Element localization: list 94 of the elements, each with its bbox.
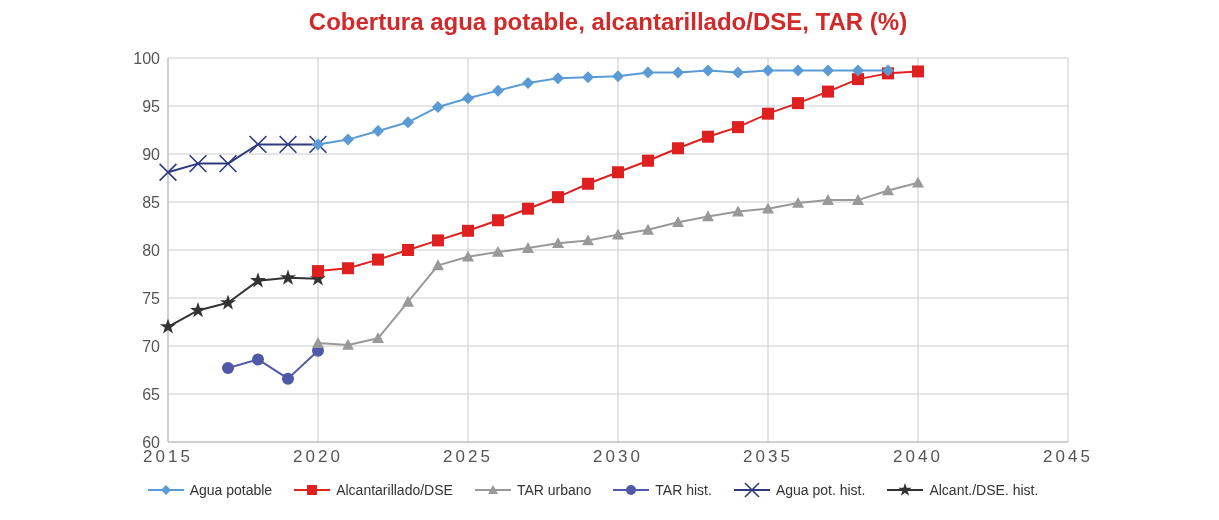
point	[522, 76, 534, 89]
y-tick-label: 70	[142, 337, 161, 355]
point	[222, 362, 234, 375]
legend-label: Agua potable	[189, 482, 273, 498]
point	[582, 234, 594, 246]
point	[612, 166, 624, 179]
point	[248, 135, 268, 154]
point	[522, 202, 534, 215]
point	[432, 234, 444, 247]
point	[702, 210, 714, 222]
point	[432, 259, 444, 271]
point	[280, 269, 296, 285]
point	[702, 130, 714, 143]
point	[250, 272, 266, 288]
point	[702, 64, 714, 77]
point	[672, 216, 684, 227]
point	[552, 191, 564, 204]
y-tick-label: 75	[142, 289, 161, 307]
point	[188, 154, 208, 173]
point	[732, 205, 744, 217]
point	[912, 176, 924, 188]
point	[762, 107, 774, 120]
point	[852, 194, 864, 205]
point	[342, 262, 354, 275]
point	[522, 242, 534, 253]
x-tick-label: 2025	[443, 447, 493, 467]
point	[852, 73, 864, 86]
point	[852, 64, 864, 77]
point	[282, 372, 294, 385]
point	[372, 253, 384, 266]
point	[642, 154, 654, 167]
point	[732, 66, 744, 79]
point	[402, 244, 414, 256]
point	[342, 133, 354, 146]
point	[552, 72, 564, 85]
point	[612, 70, 624, 83]
point	[492, 84, 504, 97]
point	[762, 64, 774, 77]
point	[432, 100, 444, 113]
point	[462, 92, 474, 105]
point	[218, 154, 238, 173]
point	[312, 138, 324, 151]
point	[462, 250, 474, 262]
point	[160, 318, 176, 334]
point	[492, 245, 504, 257]
y-tick-label: 80	[142, 241, 161, 259]
x-tick-label: 2035	[743, 447, 793, 467]
point	[732, 121, 744, 134]
legend-label: Alcantarillado/DSE	[336, 482, 453, 498]
point	[402, 116, 414, 129]
point	[312, 337, 324, 348]
point	[342, 339, 354, 350]
x-tick-label: 2020	[293, 447, 343, 467]
y-tick-label: 65	[142, 385, 161, 403]
legend-label: Alcant./DSE. hist.	[929, 482, 1039, 498]
x-tick-label: 2030	[593, 447, 643, 467]
point	[372, 124, 384, 137]
point	[462, 224, 474, 237]
point	[582, 177, 594, 190]
point	[642, 223, 654, 235]
point	[672, 66, 684, 79]
point	[822, 64, 834, 77]
point	[882, 184, 894, 196]
y-tick-label: 90	[142, 145, 161, 163]
y-tick-label: 100	[133, 49, 161, 67]
point	[912, 65, 924, 78]
point	[372, 332, 384, 344]
point	[312, 265, 324, 278]
point	[252, 353, 264, 366]
point	[582, 71, 594, 84]
point	[762, 202, 774, 214]
point	[402, 295, 414, 307]
point	[792, 97, 804, 110]
point	[158, 163, 178, 182]
point	[672, 142, 684, 155]
point	[190, 302, 206, 318]
point	[278, 135, 298, 154]
point	[822, 85, 834, 98]
point	[552, 237, 564, 249]
legend-label: TAR urbano	[516, 482, 592, 498]
point	[792, 196, 804, 208]
point	[792, 64, 804, 77]
point	[308, 135, 328, 154]
point	[492, 214, 504, 227]
x-tick-label: 2045	[1043, 447, 1093, 467]
chart-title: Cobertura agua potable, alcantarillado/DSE, TAR (%)	[307, 8, 909, 37]
point	[220, 294, 236, 310]
point	[642, 66, 654, 79]
point	[822, 194, 834, 205]
x-tick-label: 2040	[893, 447, 943, 467]
legend-label: Agua pot. hist.	[775, 482, 866, 498]
legend-label: TAR hist.	[655, 482, 712, 498]
y-tick-label: 85	[142, 193, 161, 211]
y-tick-label: 95	[142, 97, 161, 115]
